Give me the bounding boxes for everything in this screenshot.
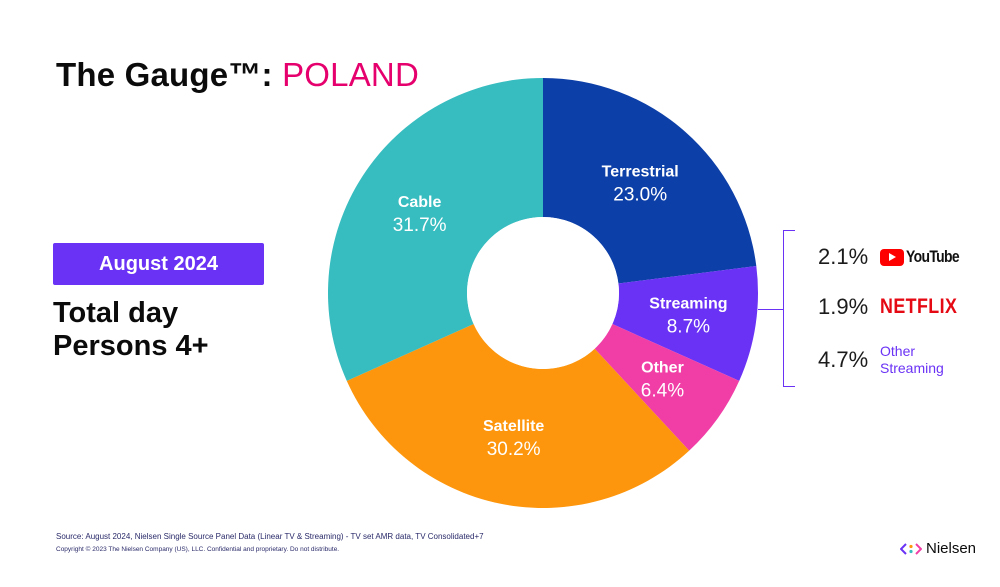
youtube-logo-text: YouTube	[906, 247, 960, 266]
netflix-logo: NETFLIX	[880, 295, 958, 318]
subtitle-line-audience: Persons 4+	[53, 330, 209, 362]
copyright-note: Copyright © 2023 The Nielsen Company (US…	[56, 546, 340, 553]
title-prefix: The Gauge™:	[56, 56, 273, 93]
slice-terrestrial	[543, 78, 757, 284]
slice-satellite	[346, 324, 690, 509]
slice-other	[594, 324, 740, 451]
nielsen-brand-text: Nielsen	[926, 540, 977, 557]
youtube-logo: YouTube	[880, 247, 971, 267]
slice-value-terrestrial: 23.0%	[613, 185, 667, 206]
other-streaming-label: Other Streaming	[880, 343, 944, 376]
subtitle-line-daypart: Total day	[53, 297, 179, 329]
youtube-share: 2.1%	[818, 244, 869, 269]
breakdown-row-youtube: 2.1% YouTube	[818, 244, 971, 270]
slice-cable	[327, 78, 543, 381]
slice-name-terrestrial: Terrestrial	[602, 164, 679, 181]
slice-value-cable: 31.7%	[393, 215, 447, 236]
audience-subtitle: Total day Persons 4+	[53, 297, 209, 363]
streaming-bracket	[783, 230, 795, 387]
slice-value-satellite: 30.2%	[487, 439, 541, 460]
nielsen-logo: Nielsen	[900, 540, 976, 557]
slice-name-satellite: Satellite	[483, 418, 544, 435]
slice-streaming	[612, 266, 758, 381]
slice-name-streaming: Streaming	[649, 296, 727, 313]
other-streaming-share: 4.7%	[818, 347, 869, 372]
nielsen-brackets-icon	[900, 542, 922, 555]
slice-name-cable: Cable	[398, 194, 442, 211]
slice-value-other: 6.4%	[641, 381, 684, 402]
source-note: Source: August 2024, Nielsen Single Sour…	[56, 532, 484, 541]
breakdown-row-netflix: 1.9% NETFLIX	[818, 294, 971, 320]
period-badge: August 2024	[53, 243, 264, 285]
title-country: POLAND	[282, 56, 419, 93]
donut-hole	[467, 217, 619, 369]
slice-value-streaming: 8.7%	[667, 317, 710, 338]
youtube-play-icon	[880, 248, 904, 266]
breakdown-row-other-streaming: 4.7% Other Streaming	[818, 343, 960, 377]
netflix-share: 1.9%	[818, 294, 869, 319]
slice-name-other: Other	[641, 360, 684, 377]
page-title: The Gauge™: POLAND	[56, 56, 419, 94]
streaming-bracket-connector	[758, 309, 783, 310]
